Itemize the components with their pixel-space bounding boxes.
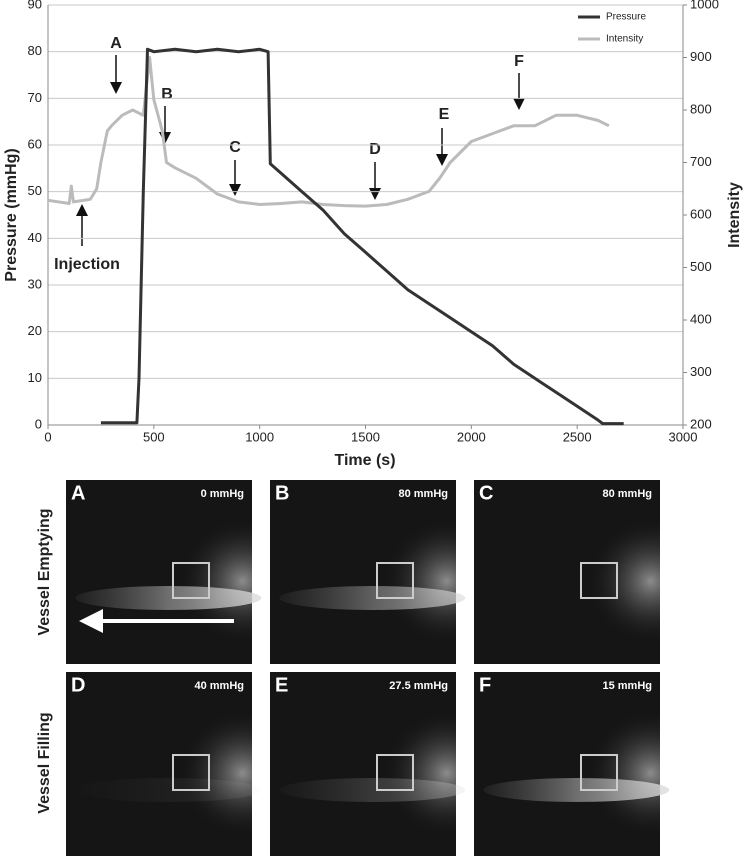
- y-tick-label: 90: [28, 0, 42, 11]
- panel-glow: [270, 480, 456, 664]
- panel-letter: D: [71, 674, 85, 696]
- panel-letter: F: [479, 674, 491, 696]
- annotation: Injection: [54, 256, 120, 273]
- panel-pressure: 80 mmHg: [602, 488, 652, 500]
- panel-letter: A: [71, 482, 85, 504]
- annotation: E: [439, 106, 450, 123]
- panel-letter: C: [479, 482, 493, 504]
- y-tick-label: 10: [28, 370, 42, 385]
- x-tick-label: 0: [44, 429, 51, 444]
- roi-box: [376, 562, 414, 599]
- legend-label: Pressure: [606, 12, 646, 23]
- row-label: Vessel Emptying: [36, 508, 53, 635]
- panel-glow: [66, 480, 252, 664]
- panel-glow: [270, 672, 456, 856]
- y-tick-label: 20: [28, 323, 42, 338]
- panel-letter: E: [275, 674, 288, 696]
- annotations: A B C D E F Injection: [54, 35, 525, 273]
- image-panels: A 0 mmHg B 80 mmHg C 80 mmHg D 40 mmHg E 27.5 mmH…: [66, 480, 670, 856]
- panel-pressure: 80 mmHg: [398, 488, 448, 500]
- y-axis-label: Pressure (mmHg): [3, 148, 20, 281]
- panel-streak: [75, 586, 262, 610]
- x-tick-label: 2500: [563, 429, 592, 444]
- y2-tick-label: 200: [690, 416, 712, 431]
- annotation: C: [229, 139, 241, 156]
- panel-glow: [66, 672, 252, 856]
- annotation: B: [161, 86, 173, 103]
- panel-letter: B: [275, 482, 289, 504]
- panel-glow: [474, 480, 660, 664]
- x-axis-label: Time (s): [334, 452, 395, 469]
- x-tick-label: 3000: [669, 429, 698, 444]
- x-tick-label: 1500: [351, 429, 380, 444]
- x-tick-label: 500: [143, 429, 165, 444]
- roi-box: [580, 754, 618, 791]
- annotation: D: [369, 141, 381, 158]
- series-line: [100, 47, 624, 426]
- annotation: F: [514, 53, 524, 70]
- y2-tick-label: 300: [690, 364, 712, 379]
- y2-tick-label: 1000: [690, 0, 719, 11]
- roi-box: [172, 754, 210, 791]
- panel-pressure: 0 mmHg: [201, 488, 244, 500]
- y2-tick-label: 700: [690, 154, 712, 169]
- y2-tick-label: 800: [690, 101, 712, 116]
- legend-label: Intensity: [606, 34, 643, 45]
- row-label: Vessel Filling: [36, 712, 53, 813]
- panel-streak: [483, 778, 670, 802]
- roi-box: [172, 562, 210, 599]
- roi-box: [376, 754, 414, 791]
- annotation: A: [110, 35, 122, 52]
- y-tick-label: 30: [28, 276, 42, 291]
- y-tick-label: 60: [28, 136, 42, 151]
- panel-streak: [279, 586, 466, 610]
- y-tick-label: 50: [28, 183, 42, 198]
- y-tick-label: 40: [28, 230, 42, 245]
- panel-glow: [474, 672, 660, 856]
- panel-pressure: 27.5 mmHg: [389, 680, 448, 692]
- y2-tick-label: 900: [690, 49, 712, 64]
- panel-pressure: 40 mmHg: [194, 680, 244, 692]
- x-tick-label: 2000: [457, 429, 486, 444]
- y-tick-label: 0: [35, 416, 42, 431]
- y2-tick-label: 600: [690, 206, 712, 221]
- roi-box: [580, 562, 618, 599]
- y2-tick-label: 500: [690, 259, 712, 274]
- x-tick-label: 1000: [245, 429, 274, 444]
- y2-axis-label: Intensity: [726, 182, 743, 248]
- y-tick-label: 80: [28, 43, 42, 58]
- panel-streak: [75, 778, 262, 802]
- panel-streak: [279, 778, 466, 802]
- y-tick-label: 70: [28, 90, 42, 105]
- y2-tick-label: 400: [690, 311, 712, 326]
- panel-pressure: 15 mmHg: [602, 680, 652, 692]
- series-line: [47, 56, 610, 208]
